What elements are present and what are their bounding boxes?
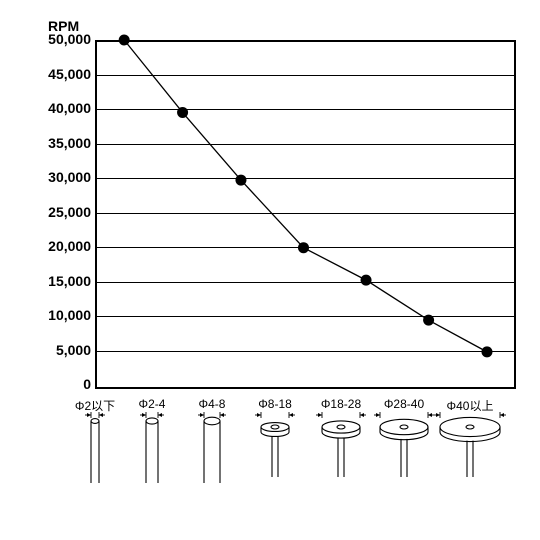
tool-icons <box>0 0 540 540</box>
